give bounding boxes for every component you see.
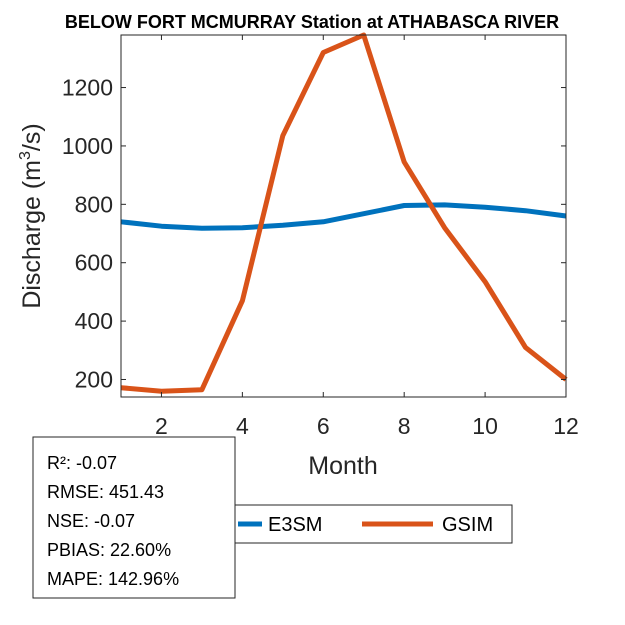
- y-axis-label-prefix: Discharge (m: [18, 160, 46, 309]
- stats-line: PBIAS: 22.60%: [47, 540, 171, 560]
- chart-title: BELOW FORT MCMURRAY Station at ATHABASCA…: [65, 12, 559, 32]
- y-tick-label: 800: [75, 191, 113, 217]
- y-tick-label: 600: [75, 250, 113, 276]
- stats-lines: R²: -0.07 RMSE: 451.43 NSE: -0.07 PBIAS: 22…: [47, 453, 179, 589]
- x-axis-label: Month: [308, 452, 377, 480]
- series-line-gsim: [120, 32, 568, 394]
- y-axis-label: Discharge (m3/s): [17, 123, 46, 308]
- stats-box: R²: -0.07 RMSE: 451.43 NSE: -0.07 PBIAS: 22…: [32, 436, 236, 599]
- y-tick-label: 400: [75, 308, 113, 334]
- stats-line: MAPE: 142.96%: [47, 569, 179, 589]
- plot-area: 2 4 6 8 10 12 200 400 600 800 1000 1200: [62, 32, 579, 439]
- legend-label-gsim: GSIM: [442, 514, 493, 536]
- x-tick-label: 6: [317, 413, 330, 439]
- stats-line: R²: -0.07: [47, 453, 117, 473]
- y-axis-label-superscript: 3: [17, 151, 34, 160]
- y-tick-label: 1000: [62, 133, 113, 159]
- legend-label-e3sm: E3SM: [268, 514, 322, 536]
- series-line-e3sm: [120, 202, 567, 231]
- x-tick-label: 4: [236, 413, 249, 439]
- x-tick-label: 2: [155, 413, 168, 439]
- legend: E3SM GSIM: [229, 504, 513, 544]
- y-tick-label: 1200: [62, 75, 113, 101]
- series-layer: [120, 32, 568, 394]
- x-tick-label: 8: [398, 413, 411, 439]
- y-axis-label-suffix: /s): [18, 123, 46, 151]
- y-tick-label: 200: [75, 366, 113, 392]
- y-axis-ticks: 200 400 600 800 1000 1200: [62, 75, 566, 392]
- x-tick-label: 10: [472, 413, 498, 439]
- stats-line: RMSE: 451.43: [47, 482, 164, 502]
- x-tick-label: 12: [553, 413, 579, 439]
- stats-line: NSE: -0.07: [47, 511, 135, 531]
- legend-items: E3SM GSIM: [238, 514, 493, 536]
- stats-box-frame: [32, 436, 236, 599]
- legend-box: [229, 504, 513, 544]
- x-axis-ticks: 2 4 6 8 10 12: [155, 35, 579, 439]
